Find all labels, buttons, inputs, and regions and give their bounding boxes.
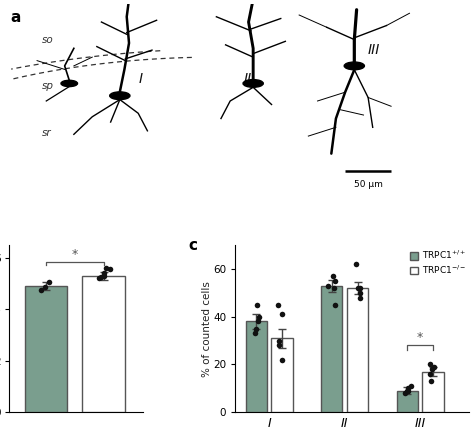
Point [404, 387, 412, 394]
Point [330, 284, 338, 292]
Point [354, 284, 362, 292]
Circle shape [344, 62, 365, 70]
Point [331, 277, 338, 284]
Bar [321, 286, 342, 412]
Circle shape [61, 80, 78, 86]
Point [430, 363, 438, 370]
Bar [397, 391, 418, 412]
Bar [82, 276, 125, 412]
Legend: TRPC1$^{+/+}$, TRPC1$^{-/-}$: TRPC1$^{+/+}$, TRPC1$^{-/-}$ [409, 248, 467, 277]
Circle shape [243, 80, 263, 87]
Point [106, 266, 113, 273]
Point [428, 366, 436, 373]
Point [41, 284, 49, 291]
Point [46, 279, 53, 286]
Point [426, 361, 434, 368]
Point [37, 286, 45, 293]
Text: II: II [244, 73, 252, 86]
Point [254, 318, 262, 325]
Text: III: III [368, 43, 381, 56]
Text: c: c [188, 238, 197, 254]
Point [253, 301, 261, 308]
Point [401, 389, 409, 396]
Point [331, 301, 338, 308]
Point [278, 311, 286, 318]
Text: *: * [417, 331, 423, 344]
Y-axis label: % of counted cells: % of counted cells [201, 280, 212, 376]
Point [255, 313, 263, 320]
Point [251, 330, 258, 337]
Point [356, 289, 364, 297]
Text: I: I [138, 73, 142, 86]
Bar [347, 288, 368, 412]
Point [103, 265, 110, 272]
Text: a: a [10, 10, 20, 25]
Circle shape [109, 92, 130, 99]
Point [356, 294, 364, 301]
Point [403, 387, 411, 394]
Point [100, 272, 108, 280]
Point [275, 342, 283, 349]
Point [274, 301, 282, 308]
Point [356, 284, 364, 292]
Point [404, 385, 412, 392]
Text: *: * [72, 248, 78, 261]
Text: so: so [42, 35, 54, 45]
Point [427, 370, 434, 378]
Point [253, 325, 260, 332]
Point [95, 275, 102, 282]
Point [275, 337, 283, 344]
Point [427, 378, 435, 385]
Point [100, 270, 108, 277]
Point [328, 272, 336, 280]
Point [407, 382, 414, 389]
Bar [422, 371, 444, 412]
Bar [246, 321, 267, 412]
Text: 50 μm: 50 μm [354, 180, 383, 189]
Point [278, 356, 286, 363]
Point [352, 261, 360, 268]
Point [325, 282, 332, 289]
Point [97, 274, 105, 281]
Bar [25, 286, 67, 412]
Text: sp: sp [42, 81, 54, 90]
Bar [272, 338, 292, 412]
Text: sr: sr [42, 128, 51, 138]
